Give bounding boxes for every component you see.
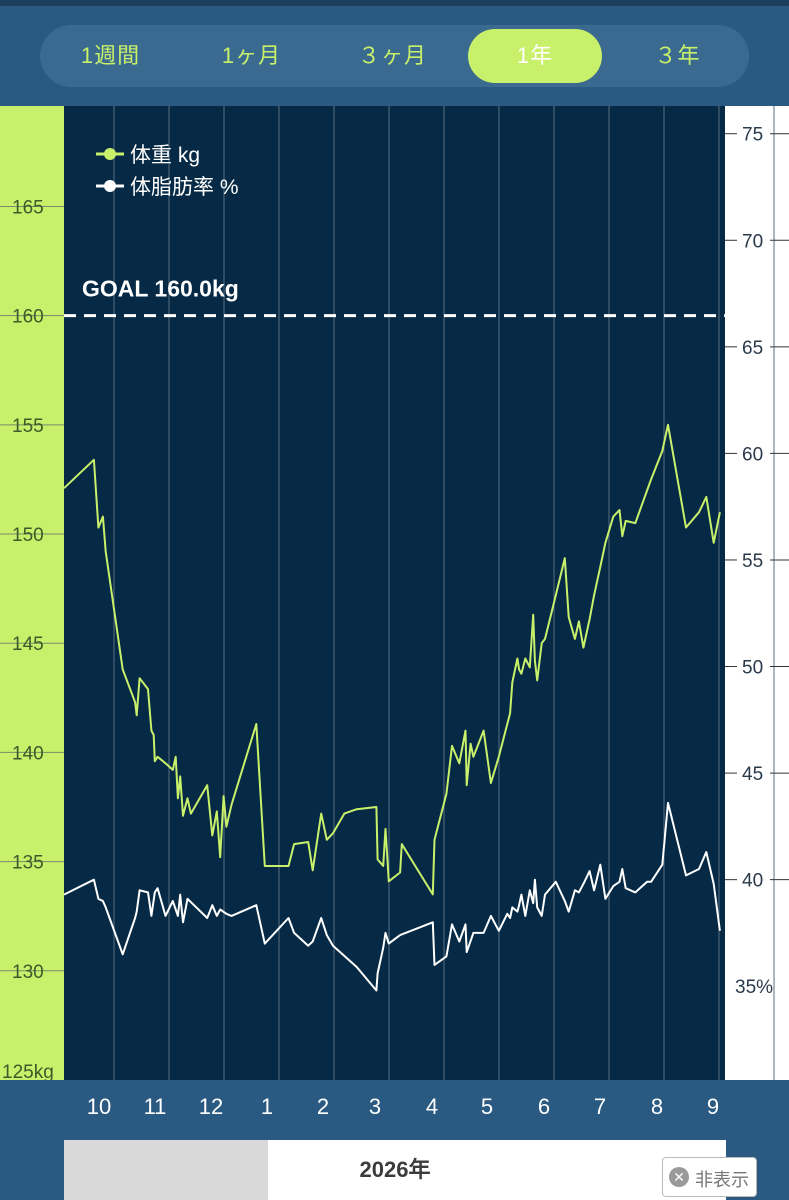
- tab-1-year[interactable]: 1年: [468, 29, 602, 83]
- hide-button[interactable]: ✕ 非表示: [662, 1157, 757, 1197]
- left-tick-label: 140: [12, 743, 44, 764]
- right-axis-panel: [725, 106, 789, 1080]
- weight-series-line: [63, 423, 721, 896]
- right-tick-label: 60: [742, 444, 763, 465]
- legend: 体重 kg 体脂肪率 %: [96, 144, 239, 199]
- left-tick-label: 165: [12, 197, 44, 218]
- year-label: 2026年: [359, 1157, 431, 1182]
- tab-1-month[interactable]: 1ヶ月: [221, 43, 282, 68]
- x-tick-label: 7: [593, 1094, 607, 1119]
- x-tick-label: 8: [650, 1094, 664, 1119]
- right-tick-label: 45: [742, 764, 763, 785]
- left-tick-label: 130: [12, 962, 44, 983]
- right-tick-label: 65: [742, 338, 763, 359]
- hide-button-label: 非表示: [695, 1170, 749, 1190]
- x-tick-label: 1: [260, 1094, 274, 1119]
- timeline-scrollbar[interactable]: 2026年: [64, 1140, 726, 1200]
- goal-label: GOAL 160.0kg: [82, 276, 239, 302]
- legend-bodyfat-marker: [104, 180, 116, 192]
- x-tick-label: 5: [480, 1094, 494, 1119]
- legend-weight-marker: [104, 148, 116, 160]
- left-axis-panel: [0, 106, 64, 1080]
- x-axis-labels: 10 11 12 1 2 3 4 5 6 7 8 9: [0, 1080, 789, 1130]
- legend-weight-label: 体重 kg: [130, 144, 200, 167]
- plot-area: [64, 106, 725, 1080]
- left-tick-label: 135: [12, 853, 44, 874]
- left-tick-label: 150: [12, 525, 44, 546]
- close-circle-icon: ✕: [669, 1167, 689, 1187]
- right-axis: 35% 40 45 50 55 60 65 70 75: [725, 125, 789, 998]
- tab-3-years[interactable]: ３年: [654, 43, 701, 68]
- legend-bodyfat-label: 体脂肪率 %: [130, 176, 239, 199]
- right-tick-label: 55: [742, 551, 763, 572]
- left-tick-label: 125kg: [2, 1062, 54, 1080]
- vertical-gridlines: [113, 106, 775, 1080]
- x-tick-label: 4: [425, 1094, 439, 1119]
- left-axis: 125kg 130 135 140 145 150 155 160 165: [0, 197, 64, 1080]
- x-tick-label: 12: [198, 1094, 224, 1119]
- right-tick-label: 75: [742, 125, 763, 146]
- x-tick-label: 3: [368, 1094, 382, 1119]
- x-tick-label: 9: [706, 1094, 720, 1119]
- right-tick-label: 70: [742, 231, 763, 252]
- right-tick-label: 35%: [735, 977, 773, 998]
- bodyfat-series-line: [63, 801, 721, 992]
- header: 1週間 1ヶ月 ３ヶ月 1年 ３年: [0, 6, 789, 106]
- left-tick-label: 155: [12, 416, 44, 437]
- left-tick-label: 160: [12, 307, 44, 328]
- x-tick-label: 2: [316, 1094, 330, 1119]
- timeline-scroll-thumb[interactable]: [64, 1140, 268, 1200]
- right-tick-label: 50: [742, 658, 763, 679]
- weight-chart: 125kg 130 135 140 145 150 155 160 165 35% 40 45 50 5…: [0, 106, 789, 1080]
- top-strip: [0, 0, 789, 6]
- tab-3-months[interactable]: ３ヶ月: [357, 43, 427, 68]
- x-tick-label: 11: [143, 1094, 167, 1119]
- x-tick-label: 10: [86, 1094, 112, 1119]
- bottom-bar: 10 11 12 1 2 3 4 5 6 7 8 9 2026年 ✕ 非表示: [0, 1080, 789, 1200]
- period-tabs: 1週間 1ヶ月 ３ヶ月 1年 ３年: [40, 25, 749, 87]
- x-tick-label: 6: [537, 1094, 551, 1119]
- tab-1-week[interactable]: 1週間: [80, 43, 141, 68]
- right-tick-label: 40: [742, 871, 763, 892]
- left-tick-label: 145: [12, 634, 44, 655]
